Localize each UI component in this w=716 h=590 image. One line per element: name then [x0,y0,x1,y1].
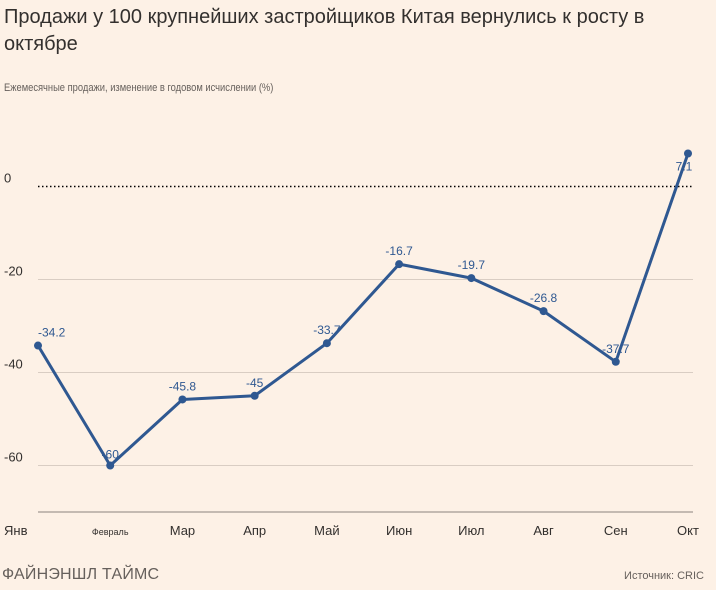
data-label: -19.7 [458,258,486,272]
x-tick-label: Янв [4,523,28,538]
x-tick-label: Февраль [92,527,129,537]
x-tick-label: Май [314,523,339,538]
chart-subtitle: Ежемесячные продажи, изменение в годовом… [4,82,274,94]
y-tick-label: -40 [4,357,23,372]
data-label: -34.2 [38,326,66,340]
y-tick-label: -20 [4,264,23,279]
x-tick-label: Июл [458,523,484,538]
y-tick-label: -60 [4,450,23,465]
grid-layer [38,185,693,513]
x-tick-label: Июн [386,523,412,538]
y-tick-labels: 0 -20 -40 -60 [4,171,23,465]
data-label: -16.7 [385,244,413,258]
data-point [106,461,115,470]
publisher-logo: ФАЙНЭНШЛ ТАЙМС [2,566,160,583]
x-tick-label: Сен [604,523,628,538]
data-point [539,307,548,316]
x-tick-labels: Янв Февраль Мар Апр Май Июн Июл Авг Сен Окт [4,523,699,538]
data-label: -60 [102,448,120,462]
data-label-layer: -34.2 -60 -45.8 -45 -33.7 -16.7 -19.7 -26.8 -37.… [38,159,693,461]
data-point [250,391,259,400]
data-label: 7.1 [676,159,693,173]
x-tick-label: Окт [677,523,699,538]
x-tick-label: Авг [533,523,554,538]
data-label: -26.8 [530,291,558,305]
x-tick-label: Мар [170,523,195,538]
data-point [467,274,476,283]
x-tick-label: Апр [243,523,266,538]
series-line [36,151,690,467]
data-point [611,357,620,366]
source-note: Источник: CRIC [624,570,704,582]
y-tick-label: 0 [4,171,11,186]
data-label: -37.7 [602,342,630,356]
data-point [322,339,331,348]
data-point [178,395,187,404]
data-point-layer [34,149,692,470]
data-point [395,260,404,269]
data-label: -45.8 [169,379,197,393]
data-point [34,341,42,350]
series-line-layer [36,151,690,467]
data-label: -45 [246,376,264,390]
data-point [684,149,692,158]
data-label: -33.7 [313,323,341,337]
chart-title: Продажи у 100 крупнейших застройщиков Ки… [4,6,645,55]
